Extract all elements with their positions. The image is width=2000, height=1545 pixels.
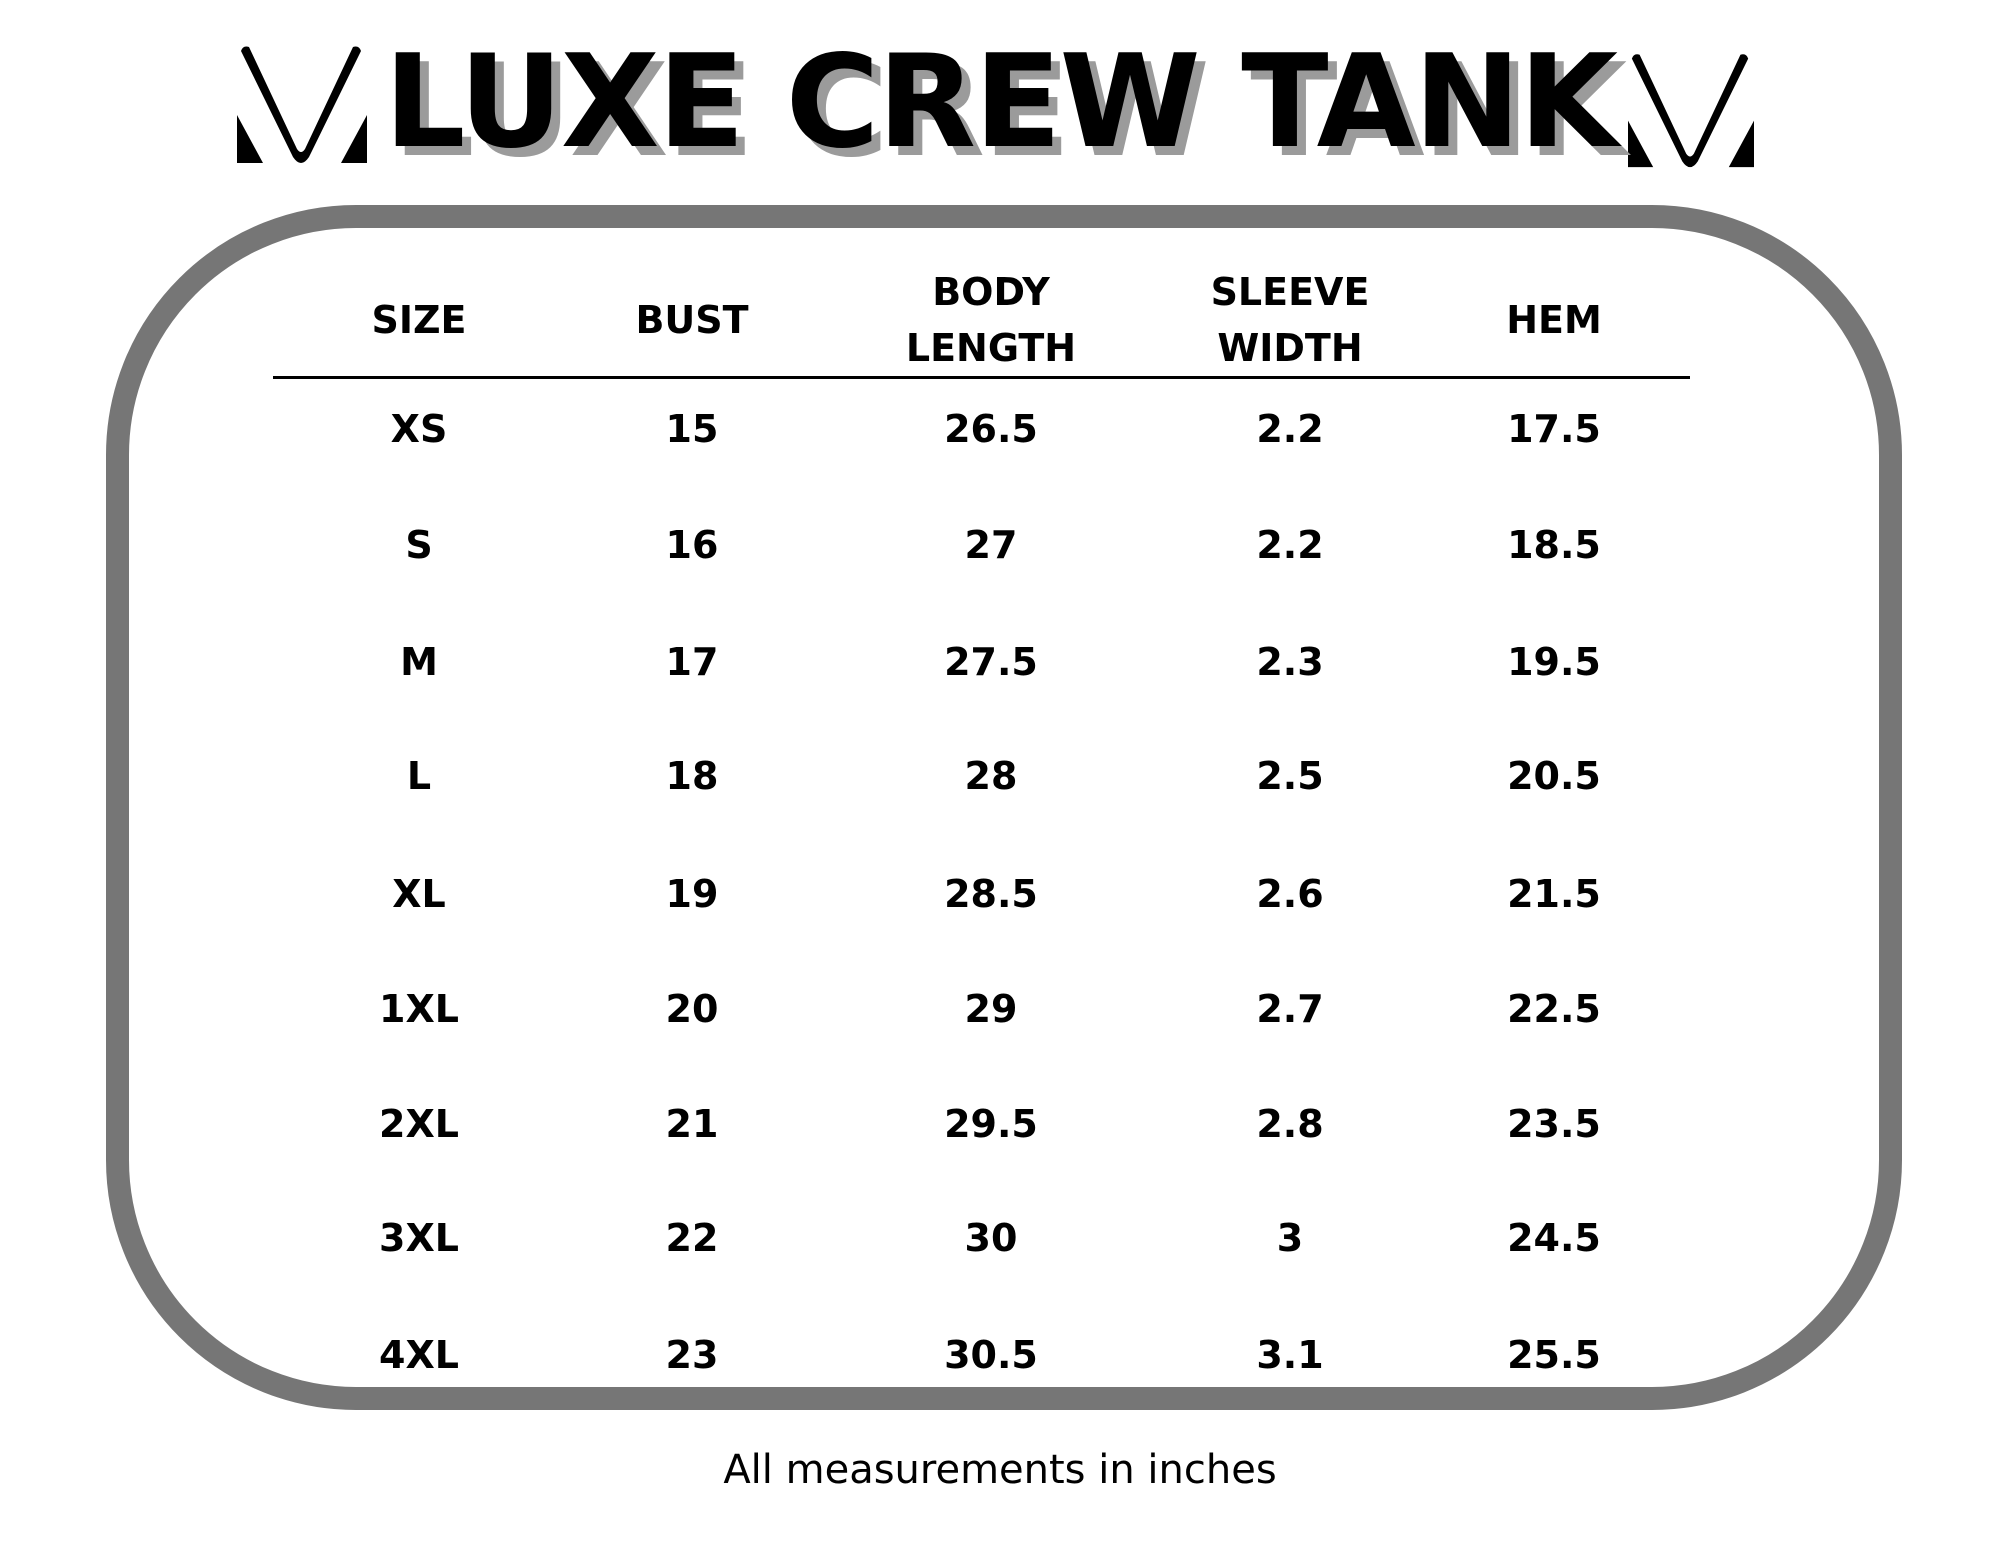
column-header-line: BUST [635, 298, 749, 342]
column-header-line: SIZE [371, 298, 467, 342]
column-header-line: BODY [932, 270, 1050, 314]
cell-sleeve-width: 2.7 [1256, 987, 1324, 1031]
column-header-line: HEM [1506, 298, 1602, 342]
cell-body-length: 28.5 [944, 872, 1038, 916]
cell-body-length: 29.5 [944, 1102, 1038, 1146]
cell-size: 4XL [379, 1333, 459, 1377]
column-header-line: SLEEVE [1210, 270, 1370, 314]
cell-size: 2XL [379, 1102, 459, 1146]
measurement-note: All measurements in inches [723, 1447, 1277, 1493]
cell-hem: 24.5 [1507, 1216, 1601, 1260]
column-header-line: LENGTH [905, 326, 1077, 370]
cell-sleeve-width: 3.1 [1256, 1333, 1324, 1377]
column-header-body-length: BODY LENGTH [841, 264, 1141, 376]
cell-body-length: 30 [964, 1216, 1018, 1260]
column-header-bust: BUST [542, 292, 842, 348]
cell-bust: 22 [665, 1216, 719, 1260]
cell-body-length: 27.5 [944, 640, 1038, 684]
cell-hem: 18.5 [1507, 523, 1601, 567]
header-divider [273, 376, 1690, 379]
cell-size: XS [390, 407, 448, 451]
page-title: LUXE CREW TANK [383, 28, 1618, 177]
cell-bust: 15 [665, 407, 719, 451]
cell-bust: 20 [665, 987, 719, 1031]
cell-sleeve-width: 2.3 [1256, 640, 1324, 684]
cell-body-length: 27 [964, 523, 1018, 567]
brand-logo-left-icon [237, 46, 367, 163]
column-header-size: SIZE [269, 292, 569, 348]
cell-body-length: 26.5 [944, 407, 1038, 451]
cell-sleeve-width: 2.6 [1256, 872, 1324, 916]
cell-sleeve-width: 2.2 [1256, 523, 1324, 567]
column-header-sleeve-width: SLEEVE WIDTH [1140, 264, 1440, 376]
cell-bust: 21 [665, 1102, 719, 1146]
cell-hem: 21.5 [1507, 872, 1601, 916]
cell-hem: 20.5 [1507, 754, 1601, 798]
cell-bust: 19 [665, 872, 719, 916]
cell-hem: 22.5 [1507, 987, 1601, 1031]
size-chart-frame [106, 205, 1902, 1410]
cell-bust: 23 [665, 1333, 719, 1377]
cell-sleeve-width: 2.2 [1256, 407, 1324, 451]
cell-size: 3XL [379, 1216, 459, 1260]
cell-sleeve-width: 3 [1276, 1216, 1304, 1260]
cell-bust: 18 [665, 754, 719, 798]
cell-size: S [405, 523, 433, 567]
cell-hem: 23.5 [1507, 1102, 1601, 1146]
cell-size: M [400, 640, 438, 684]
cell-bust: 16 [665, 523, 719, 567]
column-header-line: WIDTH [1217, 326, 1363, 370]
cell-body-length: 29 [964, 987, 1018, 1031]
cell-hem: 17.5 [1507, 407, 1601, 451]
cell-size: XL [392, 872, 446, 916]
cell-hem: 25.5 [1507, 1333, 1601, 1377]
column-header-hem: HEM [1404, 292, 1704, 348]
cell-size: L [406, 754, 432, 798]
cell-sleeve-width: 2.5 [1256, 754, 1324, 798]
cell-body-length: 28 [964, 754, 1018, 798]
cell-body-length: 30.5 [944, 1333, 1038, 1377]
cell-sleeve-width: 2.8 [1256, 1102, 1324, 1146]
cell-hem: 19.5 [1507, 640, 1601, 684]
brand-logo-right-icon [1628, 54, 1754, 168]
cell-size: 1XL [379, 987, 459, 1031]
cell-bust: 17 [665, 640, 719, 684]
